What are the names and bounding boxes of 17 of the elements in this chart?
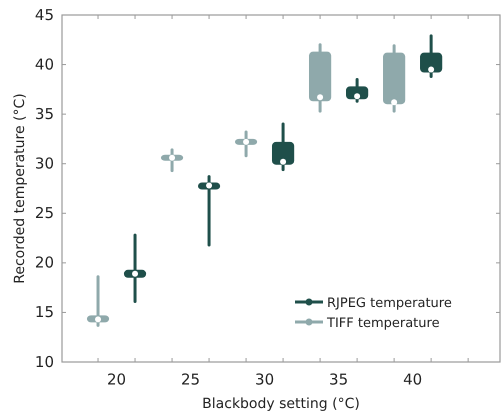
y-tick-label: 20 (34, 254, 54, 272)
y-tick-label: 30 (34, 154, 54, 173)
x-tick-label: 30 (255, 370, 274, 389)
y-tick-label: 15 (34, 303, 54, 322)
x-tick-label: 20 (106, 370, 126, 389)
y-axis-title: Recorded temperature (°C) (12, 93, 28, 284)
x-axis-title: Blackbody setting (°C) (202, 396, 360, 412)
x-tick-label: 40 (403, 370, 422, 389)
legend-label: TIFF temperature (326, 316, 440, 331)
x-tick-label: 35 (329, 370, 348, 389)
y-tick-label: 10 (34, 352, 54, 371)
y-tick-label: 25 (34, 204, 54, 222)
y-tick-label: 45 (34, 6, 54, 24)
y-tick-label: 40 (34, 55, 54, 74)
x-tick-label: 25 (181, 370, 200, 389)
y-tick-label: 35 (34, 104, 54, 123)
legend-label: RJPEG temperature (327, 296, 452, 311)
